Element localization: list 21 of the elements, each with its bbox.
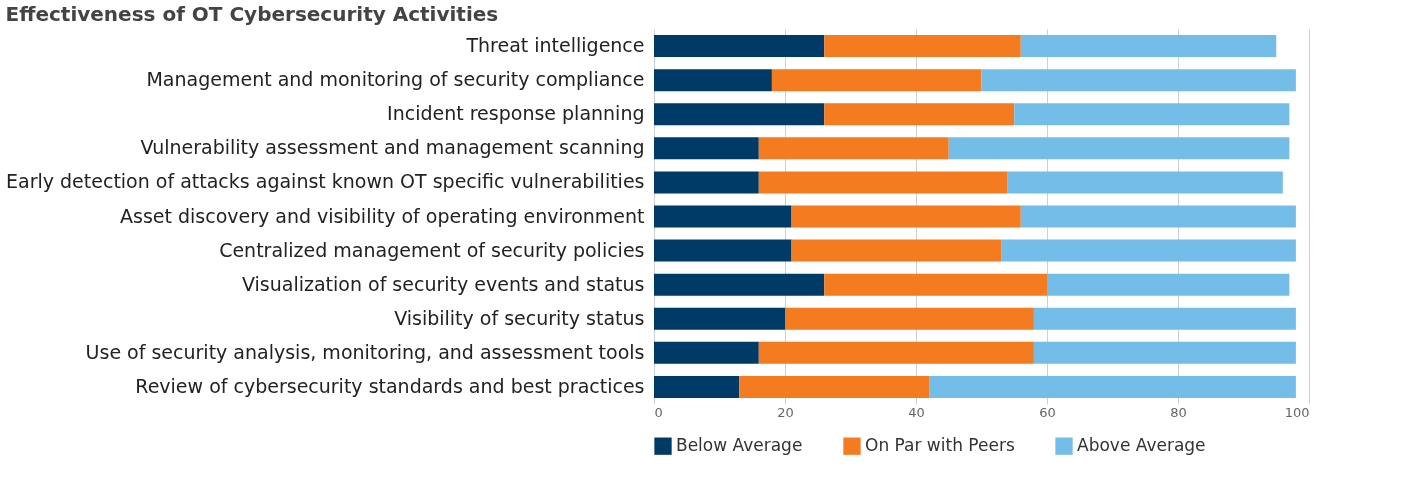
legend-label: Above Average bbox=[1077, 435, 1206, 456]
y-tick-label: Visualization of security events and status bbox=[241, 272, 645, 295]
y-tick-label: Review of cybersecurity standards and best practices bbox=[135, 374, 645, 397]
x-tick-label: 20 bbox=[777, 404, 794, 420]
legend-label: Below Average bbox=[676, 435, 803, 456]
y-tick-label: Visibility of security status bbox=[394, 306, 645, 329]
y-tick-label: Incident response planning bbox=[387, 102, 645, 125]
x-tick-label: 40 bbox=[908, 404, 925, 420]
x-tick-label: 0 bbox=[654, 404, 663, 420]
y-tick-label: Threat intelligence bbox=[465, 34, 645, 57]
y-tick-label: Asset discovery and visibility of operating environment bbox=[120, 204, 645, 227]
y-tick-label: Use of security analysis, monitoring, and assessment tools bbox=[85, 340, 645, 363]
x-tick-label: 60 bbox=[1039, 404, 1056, 420]
x-tick-label: 80 bbox=[1170, 404, 1187, 420]
text: Effectiveness of OT Cybersecurity Activities bbox=[5, 2, 499, 26]
y-tick-label: Vulnerability assessment and management scanning bbox=[140, 136, 645, 159]
legend-label: On Par with Peers bbox=[865, 435, 1015, 456]
y-tick-label: Management and monitoring of security compliance bbox=[146, 68, 645, 91]
x-tick-label: 100 bbox=[1284, 404, 1310, 420]
y-tick-label: Centralized management of security policies bbox=[219, 238, 645, 261]
y-tick-label: Early detection of attacks against known OT specific vulnerabilities bbox=[6, 170, 645, 193]
